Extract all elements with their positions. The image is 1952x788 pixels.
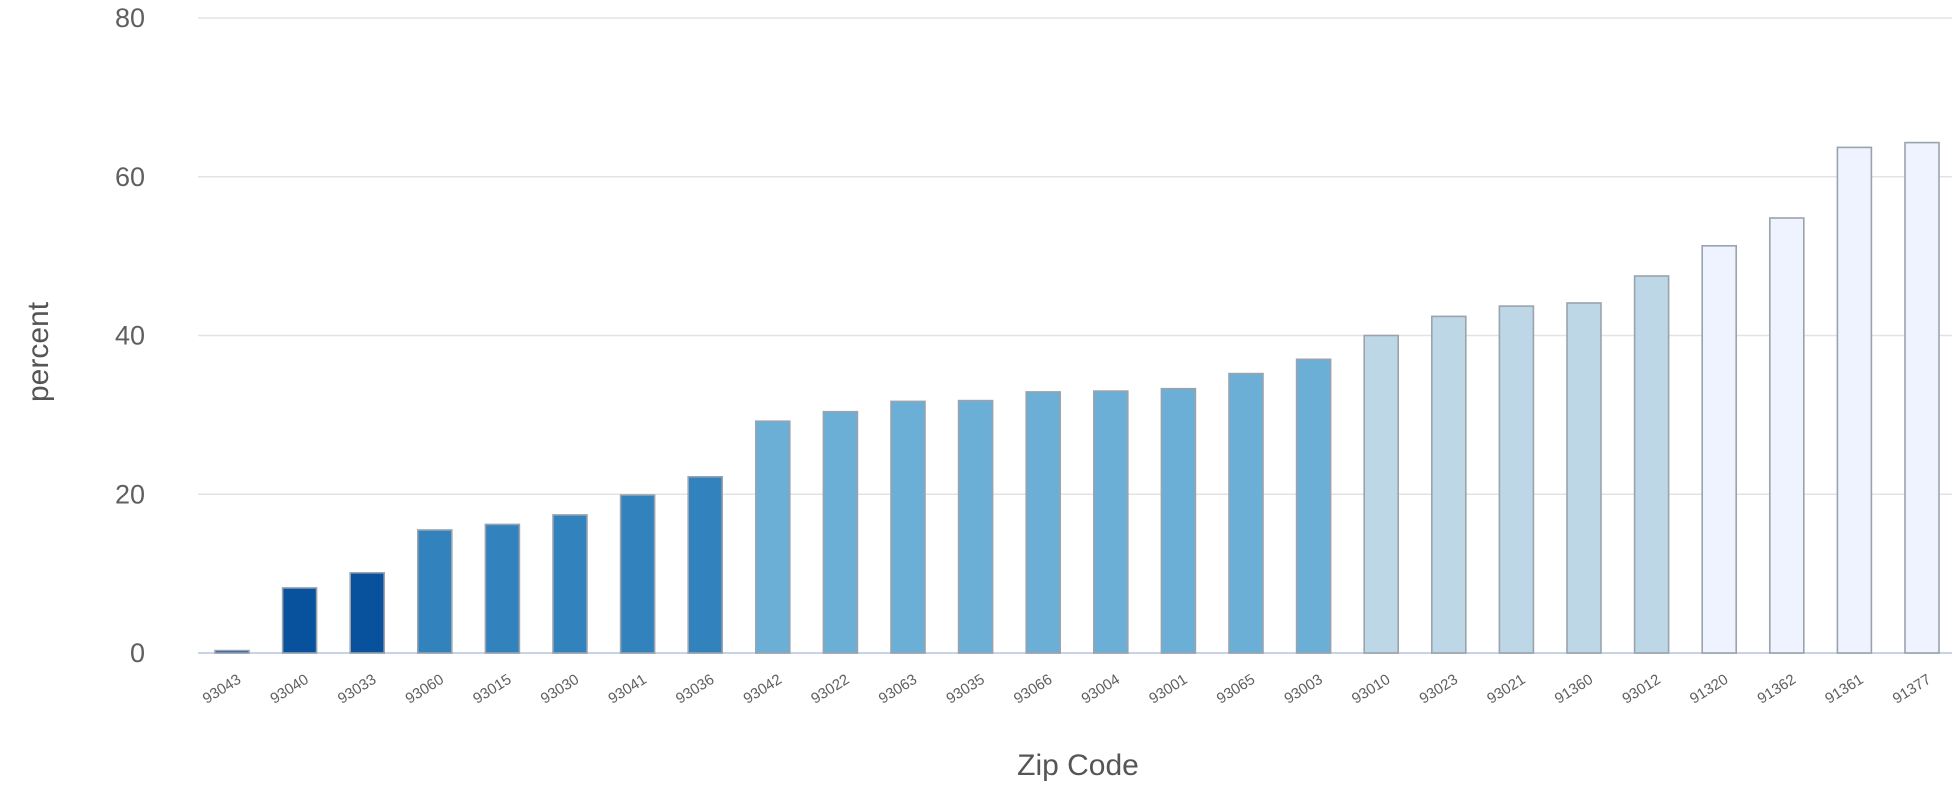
bar-93001 (1160, 387, 1197, 654)
bar-93043 (214, 649, 250, 654)
x-tick-label: 91361 (1822, 671, 1866, 708)
x-tick-label: 91360 (1552, 671, 1596, 708)
x-tick-label: 93001 (1146, 671, 1190, 708)
x-axis-title: Zip Code (1017, 749, 1139, 782)
x-tick-label: 93065 (1214, 671, 1258, 708)
x-tick-label: 93023 (1417, 671, 1461, 708)
bar-93022 (822, 410, 859, 654)
bars (214, 141, 1940, 654)
x-tick-label: 91320 (1687, 671, 1731, 708)
bar-93033 (349, 571, 386, 654)
x-tick-label: 93040 (267, 671, 311, 708)
x-tick-label: 93010 (1349, 671, 1393, 708)
bar-93023 (1431, 315, 1467, 654)
y-tick-label: 40 (115, 321, 145, 351)
bar-91362 (1769, 217, 1805, 654)
x-tick-label: 93041 (605, 671, 649, 708)
x-tick-label: 93021 (1484, 671, 1528, 708)
y-tick-label: 60 (115, 162, 145, 192)
x-tick-label: 91362 (1755, 671, 1799, 708)
x-tick-label: 93004 (1079, 671, 1123, 708)
bar-91360 (1566, 302, 1602, 654)
x-tick-label: 93035 (943, 671, 987, 708)
bar-93021 (1498, 305, 1535, 654)
bar-93030 (552, 514, 588, 654)
bar-93041 (619, 494, 656, 654)
y-tick-label: 80 (115, 3, 145, 33)
bar-91320 (1701, 245, 1737, 654)
bar-93004 (1093, 390, 1129, 654)
y-axis-title: percent (22, 301, 55, 402)
bar-93035 (957, 399, 994, 654)
x-tick-label: 93030 (538, 671, 582, 708)
x-tick-label: 93003 (1281, 671, 1325, 708)
y-tick-label: 0 (130, 638, 145, 668)
y-axis-ticks: 0 20 40 60 80 (115, 3, 145, 668)
x-tick-label: 93015 (470, 671, 514, 708)
grid-lines (198, 17, 1952, 654)
y-tick-label: 20 (115, 479, 145, 509)
x-tick-label: 93012 (1619, 671, 1663, 708)
bar-93010 (1363, 334, 1399, 654)
x-tick-label: 91377 (1890, 671, 1934, 708)
x-axis-ticks: 93043 93040 93033 93060 93015 93030 93041 93036… (200, 671, 1934, 708)
bar-93066 (1025, 391, 1061, 654)
bar-93003 (1295, 358, 1332, 654)
x-tick-label: 93060 (403, 671, 447, 708)
x-tick-label: 93036 (673, 671, 717, 708)
x-tick-label: 93063 (876, 671, 920, 708)
bar-93012 (1633, 275, 1670, 654)
bar-93060 (416, 529, 453, 654)
bar-93036 (687, 475, 724, 654)
bar-93015 (484, 523, 521, 654)
bar-91377 (1904, 141, 1940, 654)
bar-93040 (281, 587, 318, 654)
x-tick-label: 93033 (335, 671, 379, 708)
x-tick-label: 93043 (200, 671, 244, 708)
bar-93063 (890, 400, 926, 654)
x-tick-label: 93066 (1011, 671, 1055, 708)
bar-93065 (1228, 372, 1264, 654)
x-tick-label: 93022 (808, 671, 852, 708)
bar-91361 (1836, 146, 1873, 654)
bar-93042 (754, 420, 791, 654)
x-tick-label: 93042 (741, 671, 785, 708)
